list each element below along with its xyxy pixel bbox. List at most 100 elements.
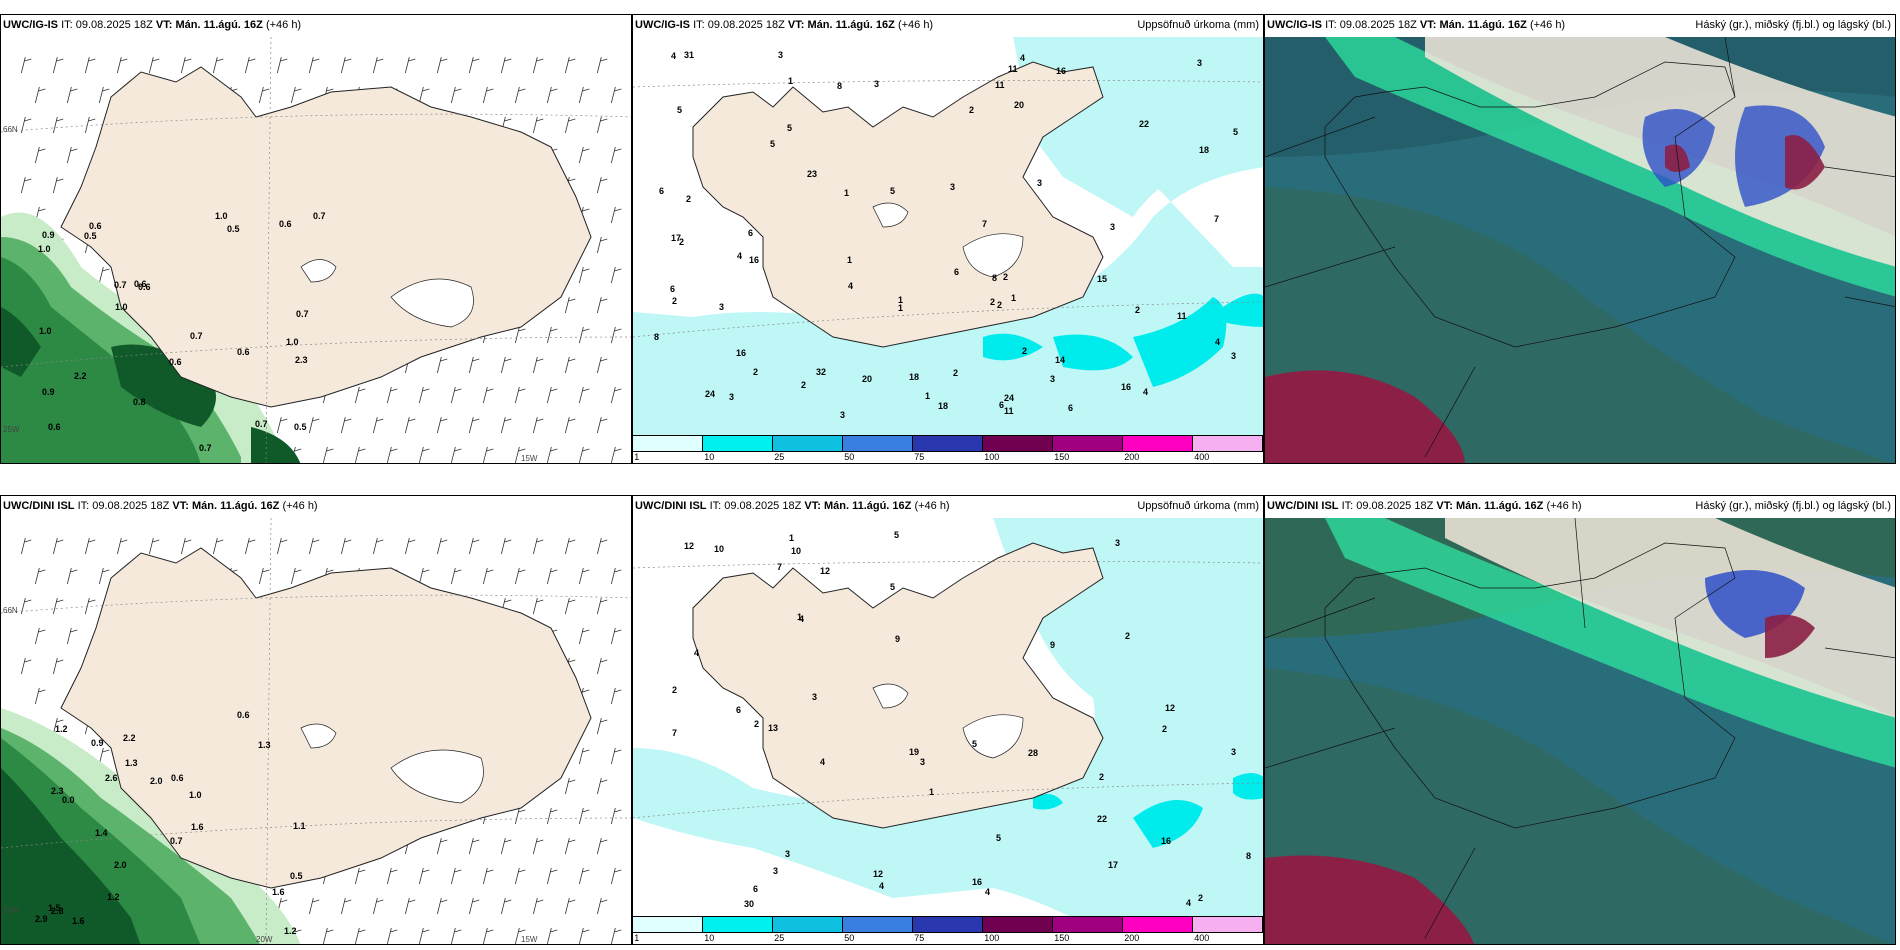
wind-barb — [610, 326, 622, 344]
wind-barb — [148, 537, 160, 555]
wind-barb — [98, 567, 110, 585]
colorbar-label: 150 — [1054, 452, 1070, 462]
vt-value: Mán. 11.ágú. 16Z — [823, 500, 912, 512]
value-label: 16 — [972, 877, 982, 887]
wind-barb — [52, 597, 64, 615]
value-label: 10 — [714, 544, 724, 554]
value-label: 1.0 — [38, 244, 51, 254]
graticule — [633, 79, 1263, 338]
wind-barb — [276, 56, 288, 74]
wind-barb — [546, 867, 558, 885]
wind-barb — [564, 837, 576, 855]
value-label: 14 — [1055, 355, 1065, 365]
panel-header: UWC/DINI ISL IT: 09.08.2025 18Z VT: Mán.… — [3, 500, 318, 512]
value-label: 24 — [705, 389, 715, 399]
colorbar: 1 10 25 50 75 100 150 200 400 — [633, 916, 1263, 944]
panel-precip-dini: UWC/DINI ISL IT: 09.08.2025 18Z VT: Mán.… — [632, 495, 1264, 945]
wind-barb — [52, 56, 64, 74]
wind-barb — [596, 897, 608, 915]
value-label: 12 — [1165, 703, 1175, 713]
wind-barb — [546, 927, 558, 944]
wind-barb — [546, 386, 558, 404]
wind-barb — [372, 897, 384, 915]
wind-barb — [596, 296, 608, 314]
wind-barb — [34, 627, 46, 645]
wind-barb — [450, 446, 462, 463]
wind-barb — [418, 86, 430, 104]
vt-label: VT: — [155, 19, 173, 31]
panel-clouds-dini: UWC/DINI ISL IT: 09.08.2025 18Z VT: Mán.… — [1264, 495, 1896, 945]
precip-shading — [1, 708, 411, 944]
value-label: 0.5 — [290, 871, 303, 881]
wind-barb — [596, 777, 608, 795]
vt-value: Mán. 11.ágú. 16Z — [1455, 500, 1544, 512]
colorbar-label: 200 — [1124, 452, 1140, 462]
colorbar-label: 10 — [704, 933, 715, 943]
wind-barb — [468, 56, 480, 74]
value-label: 5 — [996, 833, 1001, 843]
wind-barb — [116, 537, 128, 555]
map-clouds — [1265, 518, 1895, 944]
value-label: 1.6 — [191, 822, 204, 832]
wind-barb — [418, 386, 430, 404]
value-label: 4 — [848, 281, 853, 291]
wind-barb — [20, 176, 32, 194]
value-label: 3 — [1231, 351, 1236, 361]
panel-header: UWC/IG-IS IT: 09.08.2025 18Z VT: Mán. 11… — [635, 19, 933, 31]
wind-barb — [436, 537, 448, 555]
value-label: 0.9 — [42, 387, 55, 397]
value-label: 1.3 — [258, 740, 271, 750]
value-label: 3 — [778, 50, 783, 60]
value-label: 2 — [1198, 893, 1203, 903]
wind-barb — [596, 356, 608, 374]
vt-label: VT: — [172, 500, 189, 512]
colorbar: 1 10 25 50 75 100 150 200 400 — [633, 435, 1263, 463]
wind-barb — [450, 927, 462, 944]
colorbar-label: 75 — [914, 452, 925, 462]
value-label: 0.6 — [138, 282, 151, 292]
value-label: 2.3 — [51, 786, 64, 796]
wind-barb — [20, 56, 32, 74]
wind-barb — [532, 356, 544, 374]
value-label: 4 — [737, 251, 742, 261]
value-label: 2 — [1162, 724, 1167, 734]
wind-barb — [514, 867, 526, 885]
value-label: 2 — [990, 297, 995, 307]
wind-barb — [436, 837, 448, 855]
value-label: 8 — [1246, 851, 1251, 861]
panel-header: UWC/IG-IS IT: 09.08.2025 18Z VT: Mán. 11… — [3, 19, 301, 31]
wind-barb — [418, 567, 430, 585]
wind-barb — [52, 537, 64, 555]
it-value: 09.08.2025 18Z — [724, 500, 802, 512]
value-label: 8 — [837, 81, 842, 91]
value-label: 2.8 — [51, 906, 64, 916]
wind-barb — [514, 326, 526, 344]
colorbar-label: 100 — [984, 933, 1000, 943]
wind-barb — [596, 537, 608, 555]
wind-barb — [372, 56, 384, 74]
wind-barb — [578, 927, 590, 944]
wind-barb — [404, 416, 416, 434]
map-wind: 66N 25W 20W 15W 1.2 2.2 2.0 1.6 1.2 1.0 2.9 2.0… — [1, 518, 631, 944]
vt-value: Mán. 11.ágú. 16Z — [175, 19, 263, 31]
grid-label: 15W — [521, 935, 538, 944]
colorbar-swatch — [703, 917, 773, 932]
vt-label: VT: — [787, 19, 805, 31]
wind-barb — [98, 266, 110, 284]
wind-barb — [578, 266, 590, 284]
colorbar-swatch — [633, 917, 703, 932]
value-label: 0.6 — [171, 773, 184, 783]
value-label: 0.6 — [237, 710, 250, 720]
value-label: 5 — [894, 530, 899, 540]
it-value: 09.08.2025 18Z — [75, 19, 153, 31]
wind-barb — [180, 56, 192, 74]
wind-barb — [450, 86, 462, 104]
colorbar-swatch — [1193, 917, 1263, 932]
colorbar-label: 25 — [774, 452, 785, 462]
wind-barb — [84, 56, 96, 74]
value-label: 2 — [679, 237, 684, 247]
wind-barb — [546, 446, 558, 463]
vt-value: Mán. 11.ágú. 16Z — [191, 500, 280, 512]
wind-barb — [450, 386, 462, 404]
wind-barb — [404, 56, 416, 74]
